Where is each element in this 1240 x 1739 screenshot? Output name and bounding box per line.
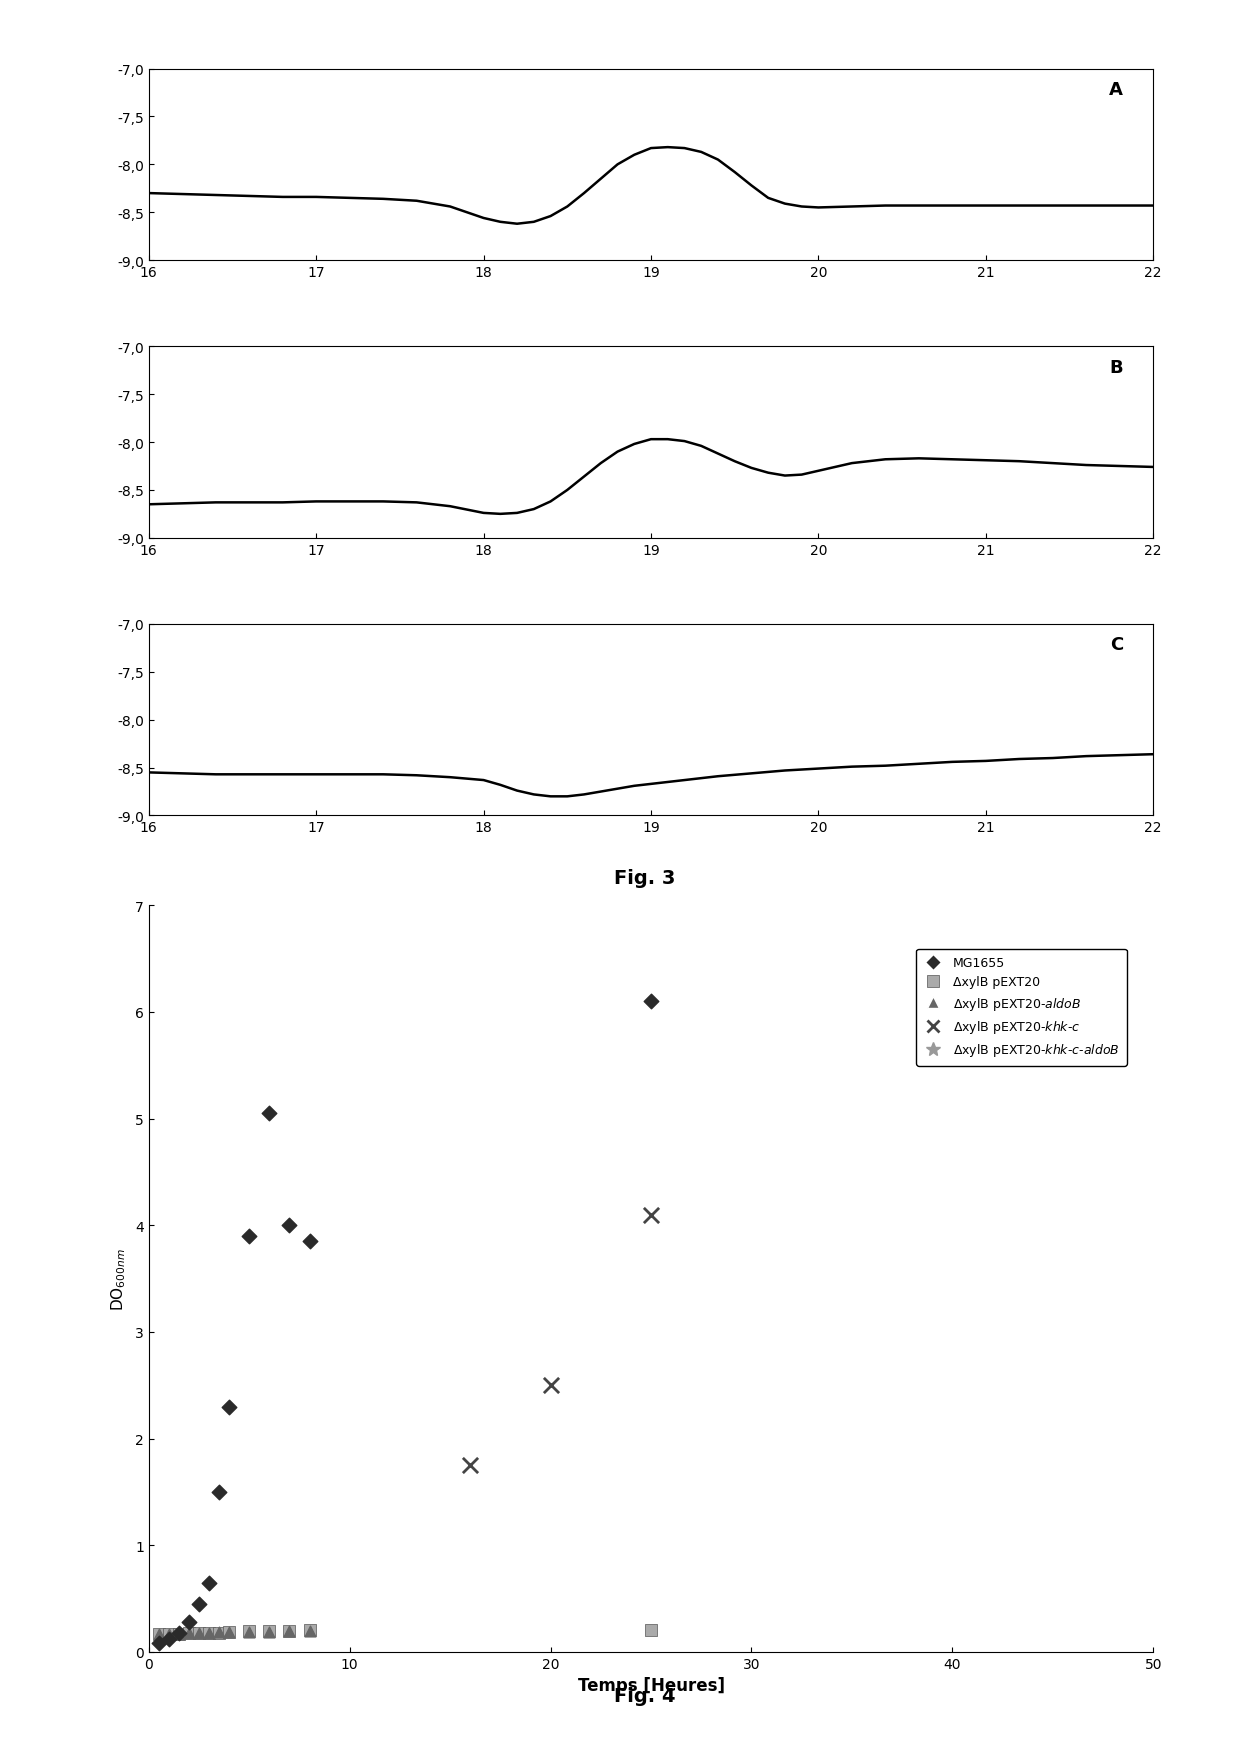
ΔxylB pEXT20 (300, 1616, 320, 1643)
ΔxylB pEXT20 (169, 1621, 188, 1649)
MG1655 (641, 988, 661, 1016)
MG1655 (200, 1569, 219, 1596)
ΔxylB pEXT20-khk-c (641, 1202, 661, 1229)
ΔxylB pEXT20-aldoB (169, 1621, 188, 1649)
Y-axis label: DO$_{600nm}$: DO$_{600nm}$ (109, 1247, 128, 1309)
X-axis label: Temps [Heures]: Temps [Heures] (578, 1676, 724, 1694)
MG1655 (219, 1393, 239, 1421)
MG1655 (169, 1619, 188, 1647)
MG1655 (188, 1589, 208, 1617)
MG1655 (239, 1223, 259, 1250)
ΔxylB pEXT20 (200, 1619, 219, 1647)
ΔxylB pEXT20-aldoB (200, 1619, 219, 1647)
MG1655 (210, 1478, 229, 1506)
MG1655 (179, 1609, 198, 1636)
MG1655 (159, 1626, 179, 1654)
ΔxylB pEXT20-khk-c (460, 1452, 480, 1480)
Text: A: A (1110, 82, 1123, 99)
ΔxylB pEXT20 (239, 1617, 259, 1645)
ΔxylB pEXT20 (219, 1617, 239, 1645)
MG1655 (149, 1629, 169, 1657)
ΔxylB pEXT20 (179, 1619, 198, 1647)
Text: C: C (1110, 636, 1123, 654)
ΔxylB pEXT20-aldoB (279, 1617, 299, 1645)
ΔxylB pEXT20-aldoB (149, 1621, 169, 1649)
ΔxylB pEXT20-aldoB (179, 1619, 198, 1647)
ΔxylB pEXT20-khk-c (541, 1372, 560, 1400)
ΔxylB pEXT20 (259, 1617, 279, 1645)
MG1655 (259, 1099, 279, 1127)
ΔxylB pEXT20-aldoB (259, 1617, 279, 1645)
ΔxylB pEXT20-aldoB (239, 1617, 259, 1645)
ΔxylB pEXT20-aldoB (219, 1617, 239, 1645)
ΔxylB pEXT20 (188, 1619, 208, 1647)
ΔxylB pEXT20 (159, 1621, 179, 1649)
ΔxylB pEXT20 (210, 1619, 229, 1647)
ΔxylB pEXT20 (149, 1621, 169, 1649)
ΔxylB pEXT20-aldoB (300, 1617, 320, 1645)
ΔxylB pEXT20 (279, 1617, 299, 1645)
ΔxylB pEXT20-aldoB (159, 1621, 179, 1649)
ΔxylB pEXT20 (641, 1616, 661, 1643)
ΔxylB pEXT20-aldoB (210, 1617, 229, 1645)
Text: Fig. 3: Fig. 3 (614, 870, 676, 887)
Text: Fig. 4: Fig. 4 (614, 1687, 676, 1704)
ΔxylB pEXT20-aldoB (188, 1619, 208, 1647)
Text: B: B (1110, 358, 1123, 377)
Legend: MG1655, ΔxylB pEXT20, ΔxylB pEXT20-$\it{aldoB}$, ΔxylB pEXT20-$\it{khk}$-$\it{c}: MG1655, ΔxylB pEXT20, ΔxylB pEXT20-$\it{… (916, 949, 1127, 1066)
MG1655 (279, 1212, 299, 1240)
ΔxylB pEXT20-khk-c-aldoB (942, 1029, 962, 1057)
MG1655 (300, 1228, 320, 1256)
